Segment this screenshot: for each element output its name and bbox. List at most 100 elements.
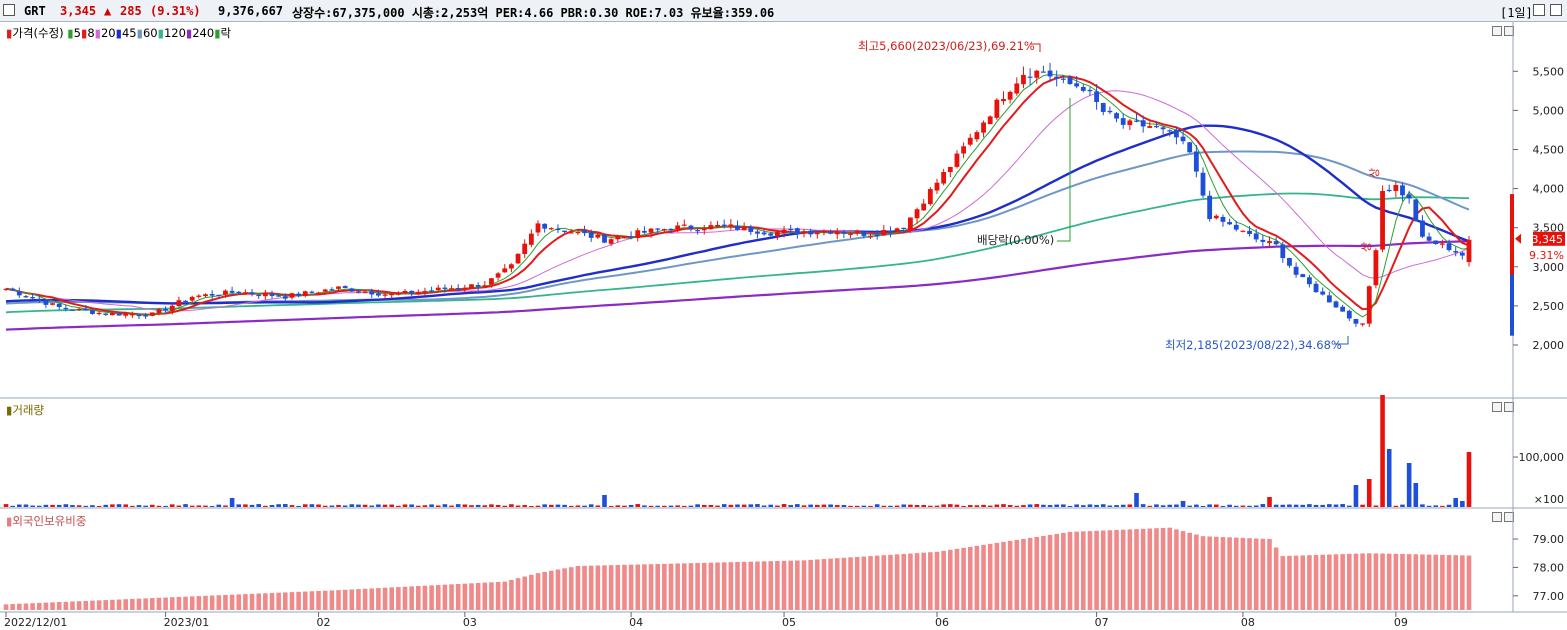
foreign-ratio-bar (901, 553, 907, 610)
legend-item[interactable]: ▮45 (115, 26, 137, 40)
candle-body (954, 153, 960, 167)
volume-bar (223, 505, 228, 507)
candle-body (1100, 102, 1106, 112)
foreign-ratio-bar (416, 586, 421, 610)
date-tick-label: 05 (782, 616, 796, 629)
volume-bar (1267, 497, 1272, 507)
foreign-ratio-bar (562, 568, 567, 610)
panel-minimize-icon[interactable] (1492, 402, 1502, 412)
candle-body (927, 189, 933, 205)
foreign-ratio-bar (834, 558, 840, 610)
panel-close-icon[interactable] (1504, 26, 1514, 36)
legend-item-label: 60 (142, 26, 158, 40)
volume-bar (209, 505, 215, 507)
volume-bar (881, 505, 887, 507)
legend-item[interactable]: ▮240 (185, 26, 215, 40)
candle-body (243, 292, 248, 294)
foreign-ratio-bar (96, 600, 102, 610)
foreign-ratio-bar (568, 567, 574, 610)
foreign-ratio-bar (894, 554, 900, 610)
legend-item[interactable]: ▮60 (136, 26, 158, 40)
foreign-ratio-bar (828, 558, 833, 610)
legend-item[interactable]: ▮120 (157, 26, 186, 40)
volume-bar (582, 505, 587, 507)
candle-body (189, 296, 195, 301)
legend-item[interactable]: ▮5 (67, 26, 81, 40)
volume-bar (183, 504, 188, 507)
foreign-ratio-bar (575, 566, 581, 610)
foreign-ratio-bar (735, 561, 740, 610)
foreign-ratio-bar (542, 571, 547, 610)
foreign-ratio-bar (1134, 529, 1139, 610)
candle-body (395, 293, 401, 295)
candle-body (1174, 129, 1179, 138)
candle-body (1413, 199, 1419, 222)
candle-body (562, 230, 567, 232)
legend-item[interactable]: ▮8 (80, 26, 95, 40)
candle-body (1326, 295, 1332, 303)
upper-limit-marker-1: 상 (1368, 168, 1381, 178)
legend-item[interactable]: ▮20 (94, 26, 116, 40)
panel-minimize-icon[interactable] (1492, 512, 1502, 522)
volume-bar (482, 505, 488, 507)
volume-bar (169, 504, 175, 507)
date-tick-label: 07 (1095, 616, 1109, 629)
candle-body (382, 294, 388, 296)
ma8-line (5, 75, 1470, 316)
foreign-ratio-bar (1340, 554, 1345, 610)
volume-bar (1107, 505, 1113, 507)
candle-body (282, 296, 288, 299)
foreign-ratio-bar (981, 544, 986, 610)
period-selector[interactable]: [1일] (1500, 6, 1533, 20)
foreign-ratio-bar (1280, 556, 1286, 610)
candle-body (1034, 70, 1040, 78)
candle-body (1393, 184, 1399, 191)
window-check-icon[interactable] (3, 4, 15, 16)
close-icon[interactable] (1550, 4, 1562, 16)
volume-bar (588, 504, 594, 507)
candle-body (555, 228, 561, 231)
panel-close-icon[interactable] (1504, 512, 1514, 522)
foreign-ratio-bar (1214, 536, 1219, 610)
volume-bar (695, 504, 700, 507)
panel-minimize-icon[interactable] (1492, 26, 1502, 36)
volume-bar (921, 504, 926, 507)
volume-bar (608, 505, 614, 507)
candle-body (23, 296, 29, 298)
candle-body (688, 225, 694, 229)
candle-body (721, 224, 727, 226)
foreign-ratio-bar (954, 548, 960, 610)
candle-body (1127, 120, 1133, 126)
foreign-ratio-bar (362, 588, 368, 610)
candle-body (349, 288, 355, 292)
foreign-ratio-bar (482, 582, 488, 610)
maximize-icon[interactable] (1533, 4, 1545, 16)
foreign-ratio-bar (1220, 537, 1226, 610)
volume-bar (908, 504, 913, 507)
volume-bar (602, 495, 607, 507)
candle-body (854, 230, 860, 234)
foreign-ratio-bar (1180, 531, 1186, 610)
foreign-ratio-bar (1087, 531, 1093, 610)
volume-bar (708, 504, 714, 507)
candle-body (1320, 291, 1326, 295)
candle-body (402, 291, 408, 294)
candle-body (642, 230, 647, 233)
foreign-ratio-bar (1027, 537, 1033, 610)
candle-body (1420, 220, 1425, 237)
foreign-ratio-bar (302, 591, 308, 610)
foreign-ratio-bar (203, 595, 208, 610)
candle-body (203, 294, 208, 297)
panel-close-icon[interactable] (1504, 402, 1514, 412)
foreign-ratio-bar (701, 562, 707, 610)
volume-bar (1293, 504, 1299, 507)
legend-item-label: 락 (220, 26, 232, 40)
volume-bar (675, 505, 680, 507)
candle-body (701, 229, 707, 231)
foreign-ratio-bar (1014, 539, 1020, 610)
legend-item[interactable]: ▮락 (214, 26, 232, 40)
candle-body (668, 228, 674, 231)
volume-bar (775, 505, 780, 507)
legend-item-label: 8 (87, 26, 95, 40)
foreign-ratio-bar (868, 556, 873, 610)
